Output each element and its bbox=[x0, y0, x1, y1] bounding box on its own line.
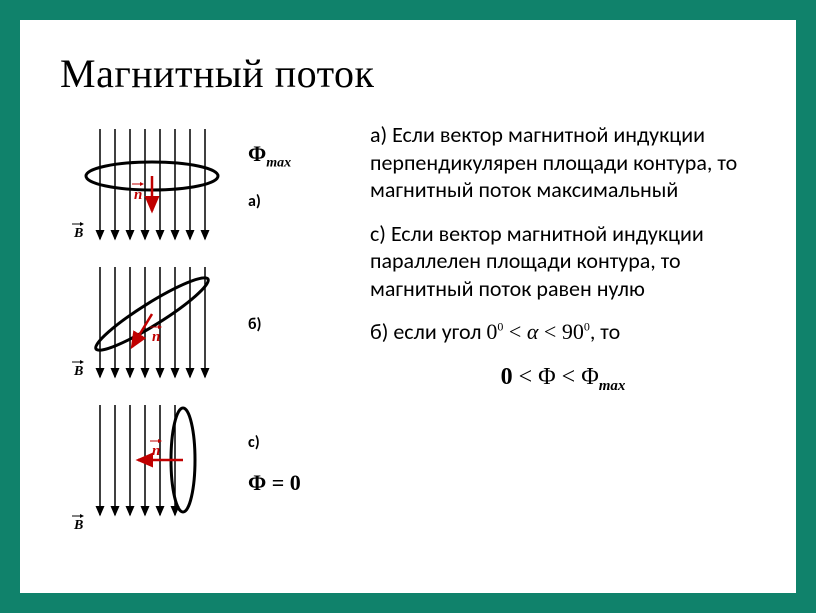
svg-text:n: n bbox=[152, 443, 160, 459]
slide: Магнитный поток bbox=[20, 20, 796, 593]
diagrams-column: n B Φmax а) bbox=[60, 121, 350, 532]
paragraph-c: с) Если вектор магнитной индукции паралл… bbox=[370, 220, 756, 303]
diagram-b: n B б) bbox=[60, 259, 350, 389]
p3-suffix: , то bbox=[590, 318, 620, 345]
svg-text:B: B bbox=[73, 518, 83, 532]
p3-math: 00 < α < 900 bbox=[486, 319, 589, 344]
formula: 0 < Φ < Φmax bbox=[370, 362, 756, 396]
diagram-c-svg: n B bbox=[60, 397, 240, 532]
diagram-a-label: а) bbox=[248, 192, 291, 211]
diagram-c: n B с) Φ = 0 bbox=[60, 397, 350, 532]
page-title: Магнитный поток bbox=[60, 50, 756, 97]
svg-text:n: n bbox=[134, 187, 142, 203]
svg-text:B: B bbox=[73, 364, 83, 379]
paragraph-a: а) Если вектор магнитной индукции перпен… bbox=[370, 121, 756, 204]
svg-text:n: n bbox=[152, 329, 160, 345]
content-area: n B Φmax а) bbox=[60, 121, 756, 532]
diagram-b-label: б) bbox=[248, 315, 262, 334]
diagram-c-label: с) bbox=[248, 433, 301, 452]
diagram-c-caption: с) Φ = 0 bbox=[240, 433, 301, 496]
text-column: а) Если вектор магнитной индукции перпен… bbox=[370, 121, 756, 532]
diagram-a-svg: n B bbox=[60, 121, 240, 251]
svg-text:B: B bbox=[73, 226, 83, 241]
diagram-a: n B Φmax а) bbox=[60, 121, 350, 251]
diagram-a-caption: Φmax а) bbox=[240, 161, 291, 210]
diagram-b-svg: n B bbox=[60, 259, 240, 389]
paragraph-b: б) если угол 00 < α < 900, то bbox=[370, 318, 756, 346]
p3-prefix: б) если угол bbox=[370, 318, 486, 345]
